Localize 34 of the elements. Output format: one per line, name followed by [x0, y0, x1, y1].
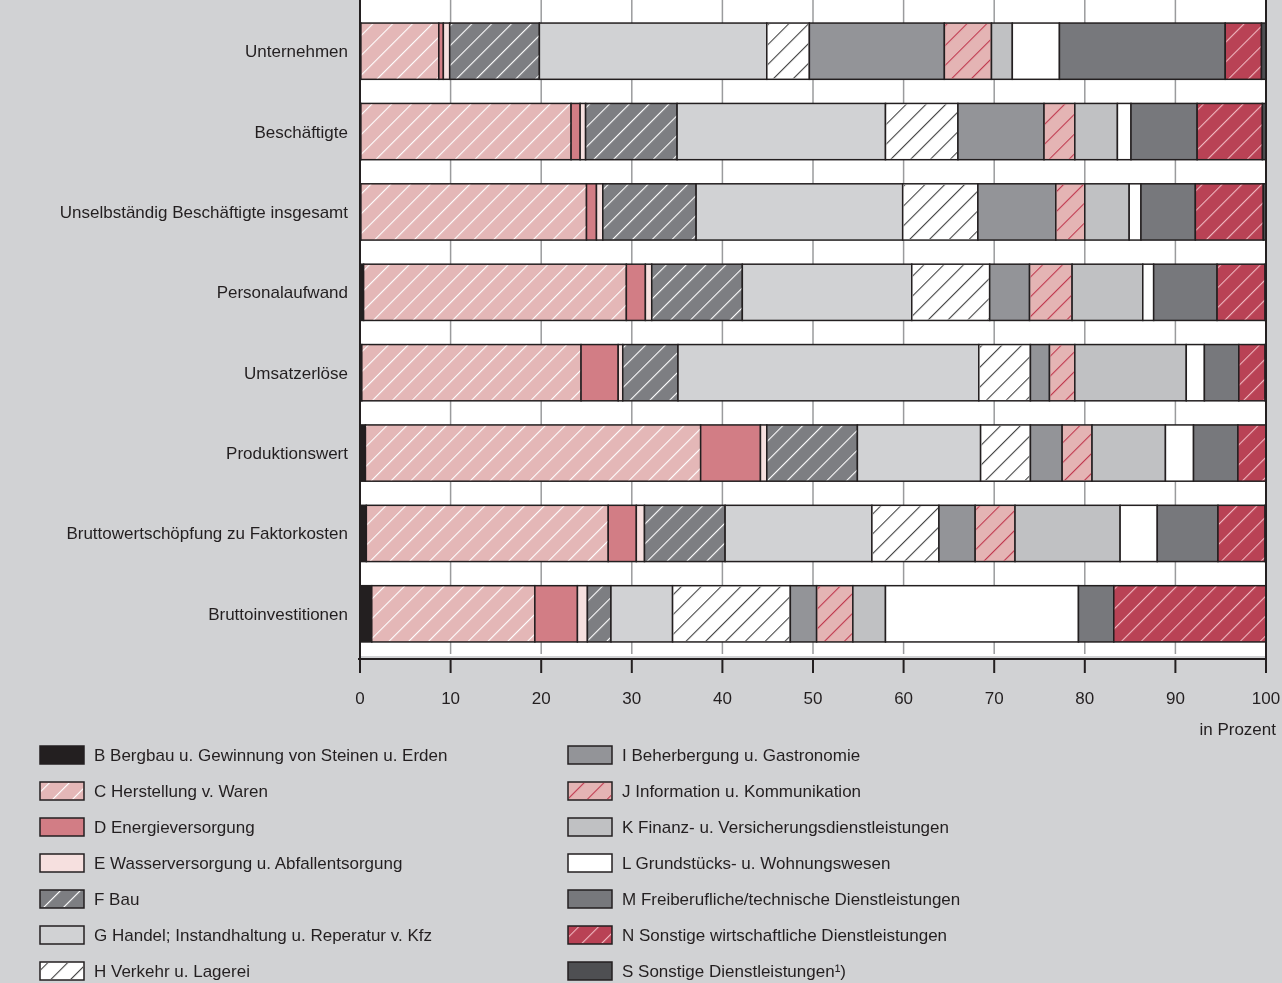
- legend-label: S Sonstige Dienstleistungen¹): [622, 961, 846, 981]
- y-tick-label: Personalaufwand: [216, 283, 348, 303]
- x-tick-label: 30: [622, 689, 642, 708]
- y-tick-label: Umsatzerlöse: [244, 363, 348, 383]
- x-tick-label: 10: [441, 689, 461, 708]
- x-tick-label: 0: [355, 689, 365, 708]
- x-tick-label: 80: [1075, 689, 1095, 708]
- x-tick-label: 20: [531, 689, 551, 708]
- y-tick-label: Bruttowertschöpfung zu Faktorkosten: [66, 524, 348, 544]
- y-tick-label: Unselbständig Beschäftigte insgesamt: [59, 202, 349, 222]
- legend-label: E Wasserversorgung u. Abfallentsorgung: [94, 853, 403, 873]
- legend-label: N Sonstige wirtschaftliche Dienstleistungen: [622, 925, 948, 945]
- legend-label: C Herstellung v. Waren: [94, 781, 268, 801]
- legend-label: L Grundstücks- u. Wohnungswesen: [622, 853, 891, 873]
- x-tick-label: 40: [712, 689, 732, 708]
- x-tick-label: 70: [984, 689, 1004, 708]
- y-tick-label: Beschäftigte: [254, 122, 348, 142]
- legend-label: G Handel; Instandhaltung u. Reperatur v. Kfz: [94, 925, 432, 945]
- legend-label: K Finanz- u. Versicherungsdienstleistungen: [622, 817, 949, 837]
- legend-label: H Verkehr u. Lagerei: [94, 961, 250, 981]
- y-tick-label: Unternehmen: [244, 42, 348, 62]
- x-tick-label: 90: [1165, 689, 1185, 708]
- legend-label: I Beherbergung u. Gastronomie: [622, 745, 861, 765]
- legend-label: J Information u. Kommunikation: [622, 781, 862, 801]
- legend-label: D Energieversorgung: [94, 817, 255, 837]
- x-tick-label: 50: [803, 689, 823, 708]
- y-tick-label: Bruttoinvestitionen: [208, 604, 348, 624]
- x-tick-label: 100: [1251, 689, 1281, 708]
- legend-label: F Bau: [94, 889, 140, 909]
- y-tick-label: Produktionswert: [226, 444, 349, 464]
- legend-label: M Freiberufliche/technische Dienstleistungen: [622, 889, 961, 909]
- x-axis-title: in Prozent: [1199, 720, 1277, 739]
- legend-label: B Bergbau u. Gewinnung von Steinen u. Erden: [94, 745, 448, 765]
- x-tick-label: 60: [894, 689, 914, 708]
